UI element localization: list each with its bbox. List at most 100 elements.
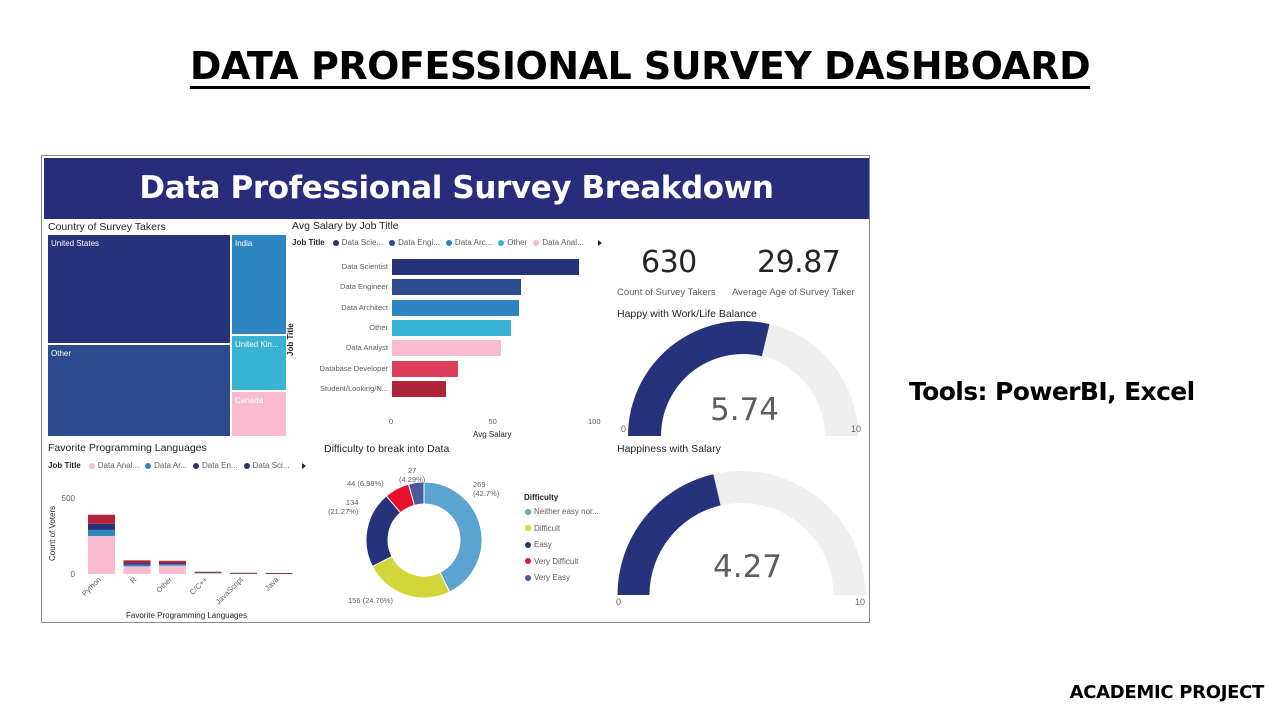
tile-label: United Kin... [235, 340, 279, 349]
salary-x-axis-title: Avg Salary [473, 430, 512, 439]
languages-bar-segment[interactable] [159, 560, 186, 564]
difficulty-legend-item[interactable]: Very Easy [522, 573, 570, 582]
salary-gauge-min: 0 [616, 597, 622, 607]
legend-item[interactable]: Data Anal... [97, 461, 140, 470]
legend-item[interactable]: Other [507, 238, 528, 247]
salary-bar-label: Database Developer [319, 363, 388, 373]
legend-item[interactable]: Data Arc... [454, 238, 493, 247]
legend-item[interactable]: Data Ar... [154, 461, 188, 470]
donut-slice[interactable] [407, 481, 425, 506]
difficulty-legend-title: Difficulty [524, 493, 559, 502]
languages-bar-segment[interactable] [123, 563, 151, 565]
languages-x-tick: Java [263, 574, 281, 592]
treemap-tile-canada[interactable]: Canada [231, 391, 287, 437]
donut-label-pct: (42.7%) [473, 489, 500, 498]
difficulty-legend-item[interactable]: Neither easy nor... [522, 507, 599, 516]
languages-bar-segment[interactable] [159, 565, 186, 574]
languages-x-tick: R [128, 575, 139, 586]
salary-bar-label: Data Analyst [345, 343, 388, 353]
legend-dot [145, 462, 152, 469]
donut-slice[interactable] [423, 481, 483, 593]
legend-next-arrow-icon[interactable] [302, 463, 306, 469]
legend-item-label: Very Easy [534, 573, 571, 582]
kpi-age-value: 29.87 [757, 245, 841, 280]
donut-label-very-difficult: 44 (6.98%) [347, 479, 384, 488]
legend-dot [445, 239, 452, 246]
legend-item[interactable]: Data Scie... [341, 238, 384, 247]
salary-legend: Job Title Data Scie... Data Engi... Data… [292, 238, 584, 247]
salary-bar[interactable] [392, 259, 580, 275]
treemap-tile-india[interactable]: India [231, 234, 287, 335]
difficulty-donut-chart [365, 481, 483, 599]
difficulty-legend-item[interactable]: Very Difficult [522, 557, 578, 566]
treemap-tile-united-kingdom[interactable]: United Kin... [231, 335, 287, 391]
gauge-fill[interactable] [628, 321, 770, 436]
treemap-tile-united-states[interactable]: United States [47, 234, 231, 344]
donut-slice[interactable] [371, 555, 451, 599]
treemap-title: Country of Survey Takers [48, 221, 166, 233]
legend-dot [88, 462, 95, 469]
dashboard-screenshot: Data Professional Survey Breakdown Count… [41, 155, 870, 623]
tile-label: India [235, 239, 253, 248]
legend-item-label: Neither easy nor... [534, 507, 599, 516]
legend-item-label: Very Difficult [534, 556, 579, 566]
languages-bar-segment[interactable] [159, 563, 186, 565]
languages-bar-segment[interactable] [88, 529, 115, 536]
donut-label-neither: 269 (42.7%) [473, 480, 499, 498]
treemap-tile-other[interactable]: Other [47, 344, 231, 437]
languages-bar-segment[interactable] [88, 514, 115, 524]
languages-bar-segment[interactable] [230, 573, 257, 574]
legend-dot [525, 574, 531, 581]
languages-stacked-bar-chart: 0 500 Python R Other C/C++ JavaScript Java [62, 494, 293, 606]
legend-item[interactable]: Data Sci... [252, 461, 290, 470]
languages-x-tick: C/C++ [188, 575, 210, 597]
languages-bar-segment[interactable] [88, 523, 115, 530]
legend-item[interactable]: Data Anal... [542, 238, 584, 247]
languages-bar-segment[interactable] [123, 566, 151, 574]
languages-chart-title: Favorite Programming Languages [48, 442, 207, 454]
kpi-count-value: 630 [641, 245, 697, 280]
salary-bar-label: Student/Looking/N... [320, 383, 388, 393]
languages-x-tick: Other [154, 575, 174, 595]
languages-bar-segment[interactable] [230, 572, 257, 574]
legend-dot [533, 239, 540, 246]
donut-label-difficult: 156 (24.76%) [348, 596, 394, 605]
salary-bar[interactable] [392, 279, 522, 296]
salary-bar[interactable] [392, 380, 446, 397]
languages-bar-segment[interactable] [194, 572, 222, 574]
legend-dot [525, 508, 531, 515]
donut-label-value: 269 [473, 480, 486, 489]
legend-title: Job Title [48, 461, 81, 470]
salary-bar[interactable] [392, 299, 520, 316]
tile-label: Other [51, 349, 72, 358]
languages-x-axis-title: Favorite Programming Languages [126, 611, 247, 620]
donut-label-value: 134 [345, 498, 359, 507]
salary-bar-label: Data Scientist [341, 262, 388, 271]
salary-x-tick: 0 [389, 417, 394, 426]
legend-item[interactable]: Data En... [202, 461, 238, 470]
languages-y-tick: 0 [71, 570, 76, 579]
languages-bar-segment[interactable] [194, 572, 222, 573]
country-treemap[interactable]: United States Other India United Kin... … [47, 234, 287, 437]
salary-bar[interactable] [392, 319, 512, 336]
gauge-fill[interactable] [617, 474, 721, 595]
salary-chart-title: Avg Salary by Job Title [292, 220, 399, 232]
languages-bar-segment[interactable] [159, 564, 186, 566]
salary-bar[interactable] [392, 360, 458, 377]
languages-bar-segment[interactable] [194, 572, 222, 574]
donut-label-very-easy: 27 (4.29%) [399, 466, 425, 484]
kpi-count-label: Count of Survey Takers [617, 287, 716, 298]
languages-bar-segment[interactable] [194, 571, 222, 573]
languages-bar-segment[interactable] [88, 536, 115, 574]
languages-bar-segment[interactable] [123, 560, 151, 564]
legend-dot [525, 541, 531, 548]
languages-bar-segment[interactable] [123, 564, 151, 567]
salary-x-tick: 50 [488, 417, 497, 426]
difficulty-legend-item[interactable]: Difficult [522, 524, 560, 533]
salary-bar[interactable] [392, 340, 502, 357]
salary-gauge-value: 4.27 [713, 549, 783, 585]
legend-item[interactable]: Data Engi... [398, 238, 440, 247]
legend-next-arrow-icon[interactable] [598, 240, 602, 246]
languages-bar-segment[interactable] [265, 573, 293, 574]
difficulty-legend-item[interactable]: Easy [522, 540, 552, 549]
